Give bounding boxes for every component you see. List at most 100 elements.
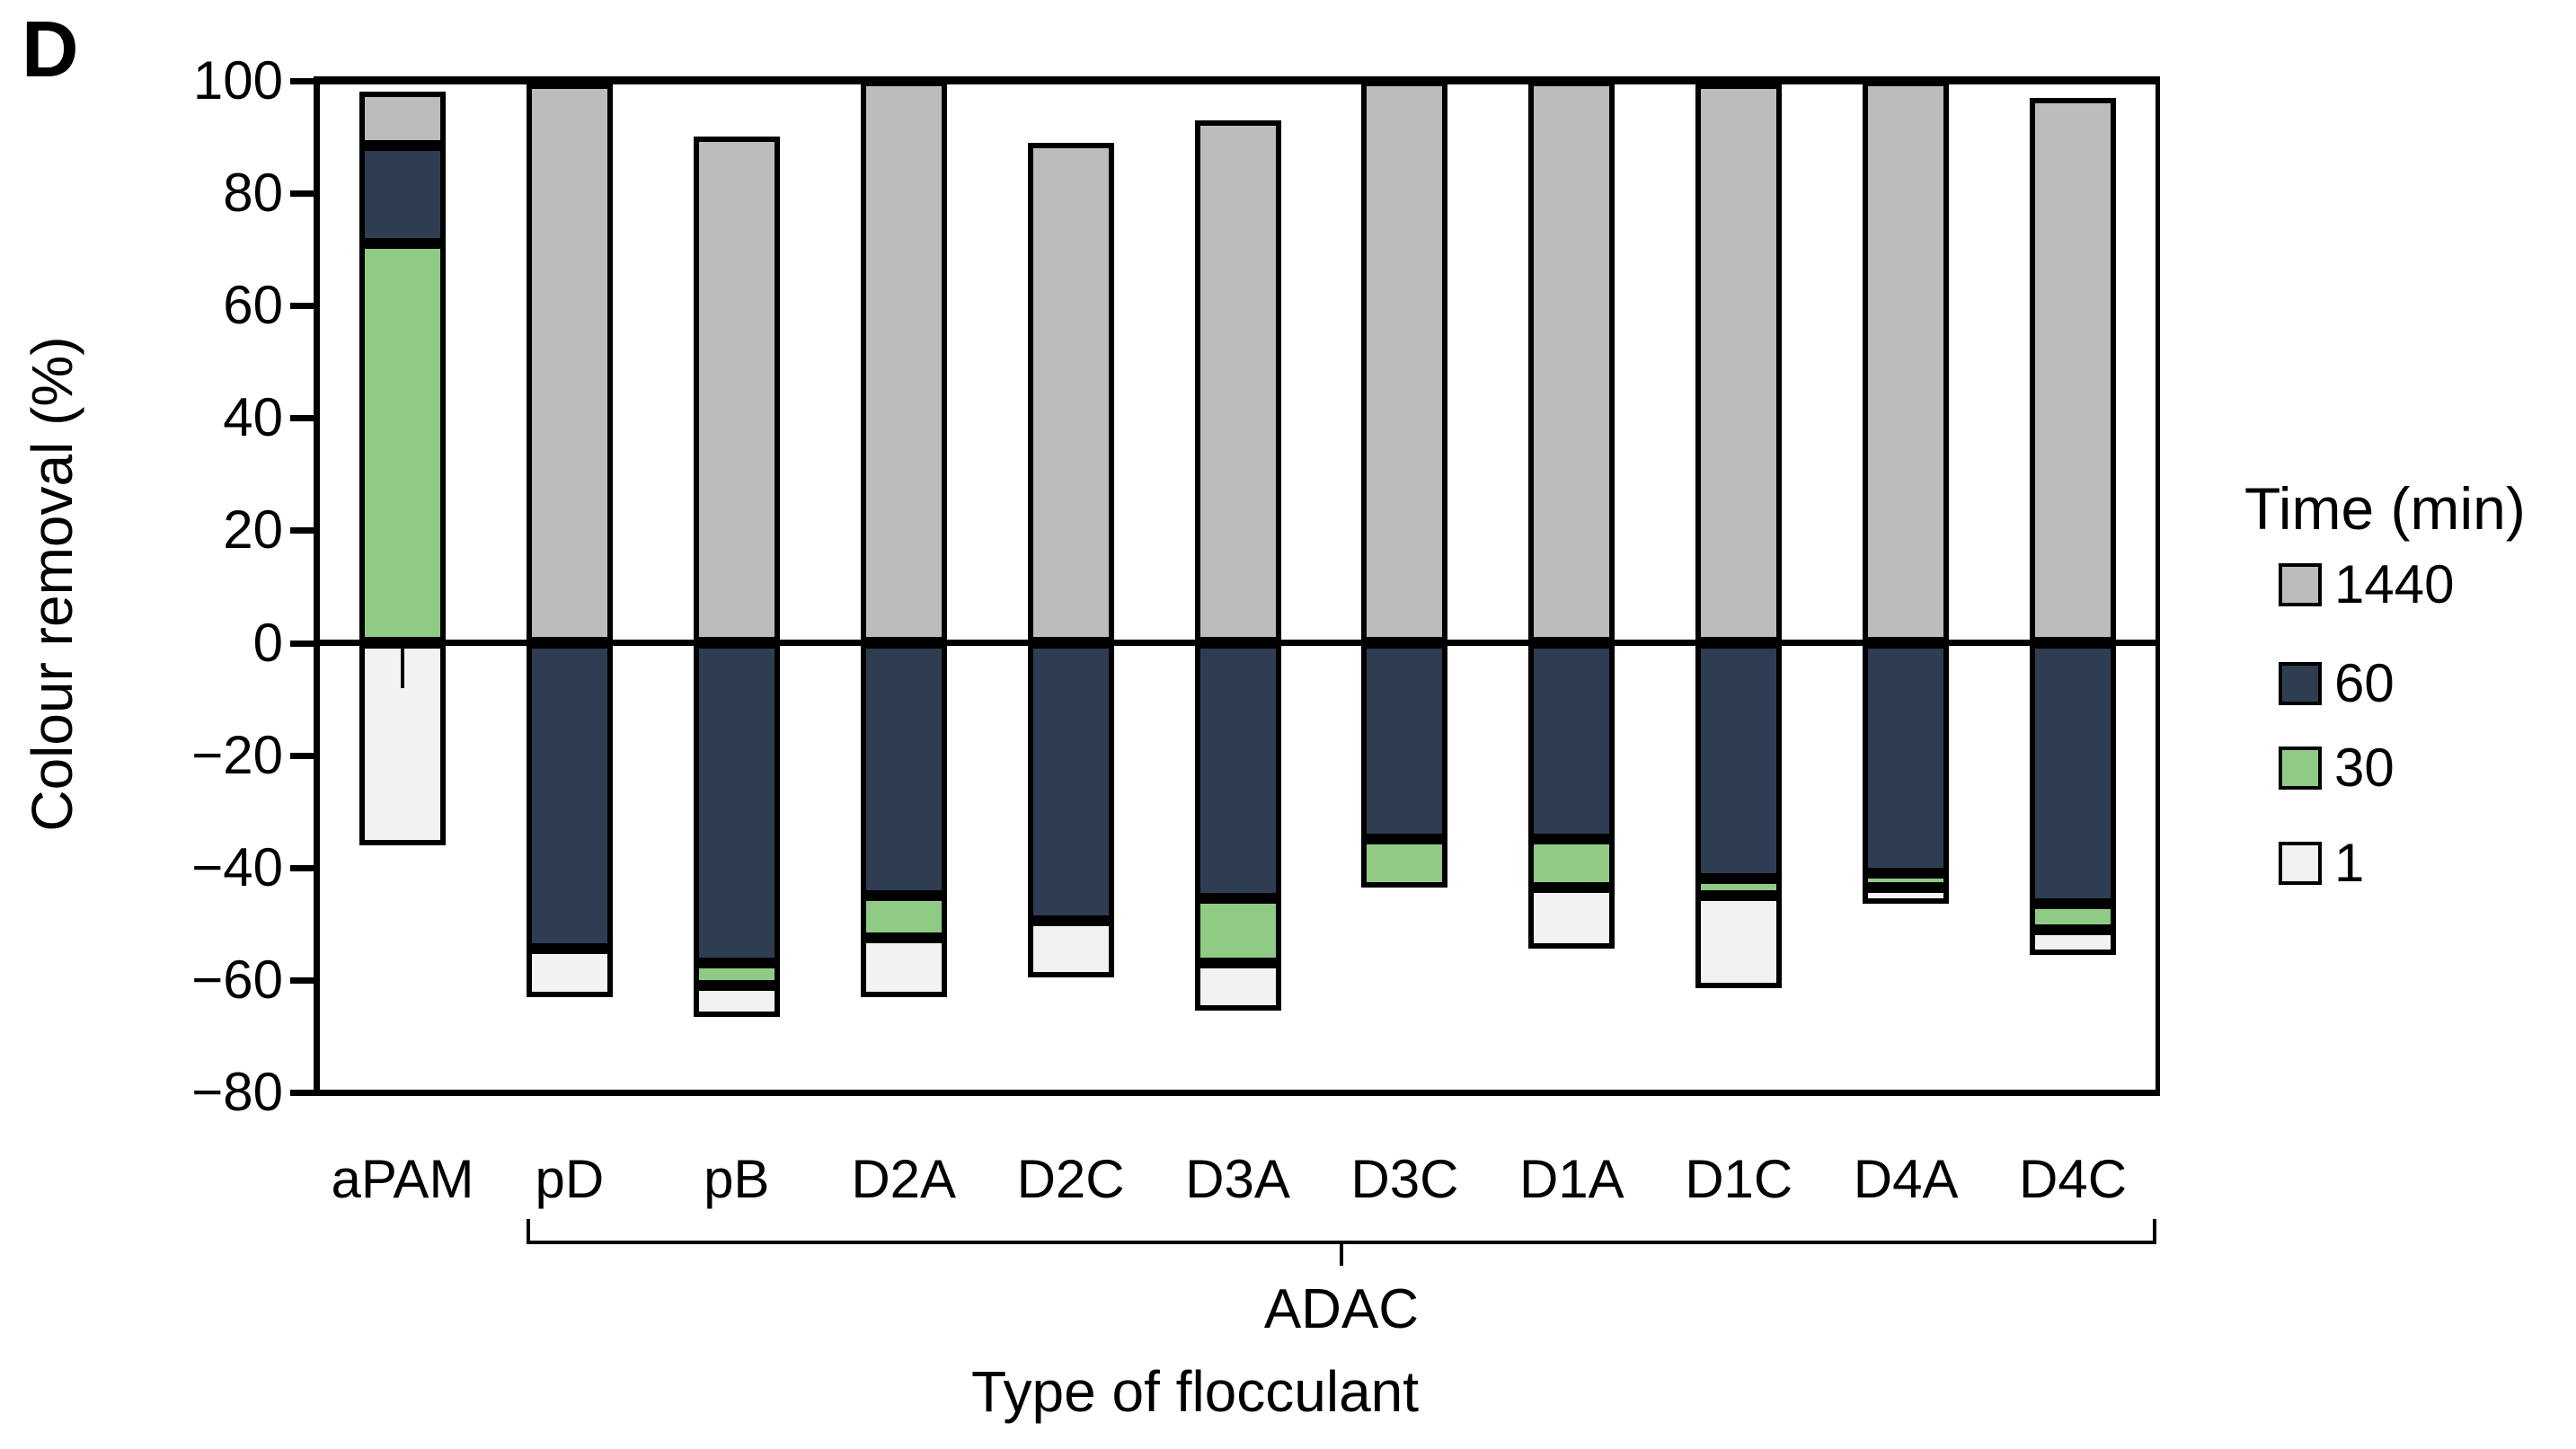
bar-segment-D1C-1min [1695, 896, 1783, 989]
legend-item-1min: 1 [2279, 833, 2365, 893]
bar-segment-D4A-30min [1863, 873, 1950, 888]
bar-segment-D1C-1440min [1695, 83, 1783, 643]
bar-segment-D4A-60min [1863, 642, 1950, 873]
bar-segment-pB-1440min [693, 137, 780, 643]
zero-line [314, 640, 2160, 646]
bar-segment-pD-60min [526, 642, 613, 950]
y-tick-mark [290, 864, 314, 871]
bar-segment-D1A-1min [1528, 887, 1616, 950]
y-tick-label: 0 [252, 612, 283, 673]
y-tick-label: −40 [191, 836, 283, 897]
legend-item-label: 1 [2334, 833, 2365, 893]
bar-segment-D4C-1440min [2030, 97, 2117, 643]
y-tick-label: 80 [223, 162, 283, 223]
bar-segment-aPAM-30min [359, 243, 446, 643]
y-tick-mark [290, 415, 314, 422]
bar-segment-D3A-30min [1194, 898, 1281, 964]
bar-segment-D3C-60min [1361, 642, 1448, 840]
legend-item-label: 60 [2334, 653, 2395, 713]
legend-item-1440min: 1440 [2279, 554, 2455, 614]
bar-segment-D3C-30min [1361, 839, 1448, 888]
y-tick-label: −80 [191, 1062, 283, 1122]
bar-segment-D4A-1min [1863, 887, 1950, 905]
bar-segment-pD-1440min [526, 83, 613, 643]
legend-item-label: 1440 [2334, 554, 2455, 614]
bar-segment-D3A-1min [1194, 963, 1281, 1012]
x-category-label-D3C: D3C [1350, 1149, 1459, 1209]
bar-segment-D4C-30min [2030, 904, 2117, 930]
adac-bracket-left-curl [526, 1219, 530, 1241]
y-tick-mark [290, 1090, 314, 1096]
error-whisker-aPAM [400, 648, 404, 688]
x-category-label-D2A: D2A [851, 1149, 957, 1209]
bar-segment-D3C-1440min [1361, 80, 1448, 643]
y-tick-mark [290, 303, 314, 310]
legend-item-label: 30 [2334, 738, 2395, 798]
bar-segment-D2A-30min [860, 896, 947, 938]
x-category-label-D2C: D2C [1016, 1149, 1125, 1209]
bar-segment-D4C-1min [2030, 929, 2117, 955]
bar-segment-pB-1min [693, 985, 780, 1017]
bar-segment-D2A-1440min [860, 80, 947, 643]
y-axis-line [314, 76, 320, 1096]
adac-bracket-line [526, 1241, 2156, 1244]
plot-frame-bottom [314, 1090, 2160, 1096]
bar-segment-D3A-1440min [1194, 119, 1281, 643]
adac-bracket-center-tick [1339, 1244, 1343, 1266]
legend-swatch-60min [2279, 662, 2322, 705]
x-category-label-D4C: D4C [2019, 1149, 2128, 1209]
legend-item-60min: 60 [2279, 653, 2395, 713]
bar-segment-D4A-1440min [1863, 80, 1950, 643]
y-tick-mark [290, 527, 314, 535]
y-tick-mark [290, 752, 314, 759]
y-tick-mark [290, 190, 314, 197]
bar-segment-D1C-60min [1695, 642, 1783, 879]
legend-swatch-1min [2279, 842, 2322, 885]
y-tick-mark [290, 976, 314, 984]
bar-segment-D2A-60min [860, 642, 947, 897]
y-tick-label: 60 [223, 275, 283, 336]
bar-segment-aPAM-1440min [359, 92, 446, 146]
y-tick-label: 40 [223, 387, 283, 448]
bar-segment-D4C-60min [2030, 642, 2117, 905]
bar-segment-aPAM-60min [359, 145, 446, 244]
bar-segment-D2C-60min [1027, 642, 1114, 922]
plot-frame-right [2156, 76, 2160, 1096]
bar-segment-D2A-1min [860, 937, 947, 997]
y-tick-label: −20 [191, 724, 283, 785]
legend-title: Time (min) [2244, 475, 2526, 542]
x-category-label-D4A: D4A [1853, 1149, 1959, 1209]
legend: Time (min) 1440 60 30 1 [2244, 474, 2576, 941]
x-category-label-pB: pB [704, 1149, 770, 1209]
legend-swatch-30min [2279, 747, 2322, 790]
bar-segment-pB-60min [693, 642, 780, 964]
x-category-label-D1A: D1A [1518, 1149, 1624, 1209]
bar-segment-D1A-1440min [1528, 80, 1616, 643]
plot-frame-top [314, 76, 2160, 84]
legend-swatch-1440min [2279, 563, 2322, 606]
y-tick-mark [290, 77, 314, 84]
x-category-label-D3A: D3A [1185, 1149, 1290, 1209]
y-tick-label: 100 [192, 49, 283, 110]
legend-item-30min: 30 [2279, 738, 2395, 798]
x-axis-title: Type of flocculant [970, 1359, 1420, 1424]
adac-bracket-right-curl [2153, 1219, 2156, 1241]
bar-segment-D2C-1440min [1027, 142, 1114, 643]
bar-segment-D2C-1min [1027, 921, 1114, 977]
bar-segment-D3A-60min [1194, 642, 1281, 899]
x-category-label-D1C: D1C [1685, 1149, 1793, 1209]
bar-segment-D1C-30min [1695, 879, 1783, 897]
group-label-adac: ADAC [1263, 1278, 1420, 1340]
bar-segment-D1A-60min [1528, 642, 1616, 840]
bar-segment-pD-1min [526, 949, 613, 997]
panel-label: D [22, 4, 79, 93]
x-category-label-aPAM: aPAM [331, 1149, 474, 1209]
y-tick-label: 20 [223, 499, 283, 561]
y-tick-label: −60 [191, 949, 283, 1010]
y-tick-mark [290, 640, 314, 647]
bar-segment-pB-30min [693, 963, 780, 986]
x-category-label-pD: pD [535, 1149, 605, 1209]
bar-segment-D1A-30min [1528, 839, 1616, 888]
